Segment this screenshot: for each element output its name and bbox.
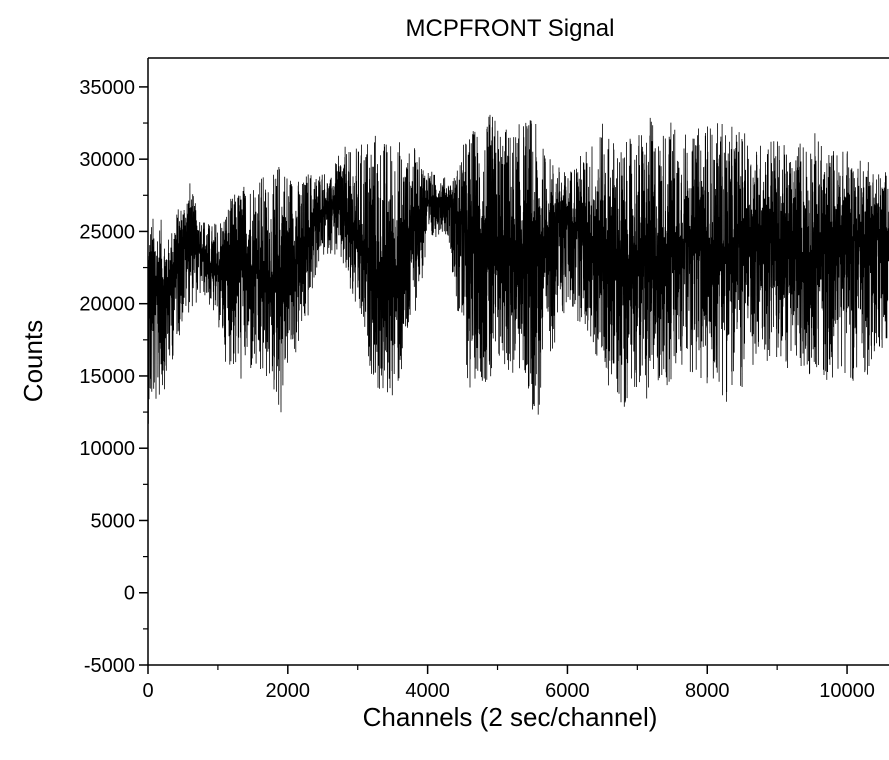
y-tick-label: 20000 xyxy=(79,294,135,316)
y-tick-label: 10000 xyxy=(79,438,135,460)
x-tick-label: 10000 xyxy=(819,680,875,702)
y-tick-label: -5000 xyxy=(84,655,135,677)
y-tick-label: 15000 xyxy=(79,366,135,388)
x-axis-title: Channels (2 sec/channel) xyxy=(363,702,658,732)
y-tick-label: 5000 xyxy=(91,510,136,532)
x-tick-label: 6000 xyxy=(545,680,590,702)
y-tick-label: 0 xyxy=(124,583,135,605)
x-tick-label: 0 xyxy=(142,680,153,702)
x-tick-label: 2000 xyxy=(266,680,311,702)
x-tick-label: 8000 xyxy=(685,680,730,702)
chart-title: MCPFRONT Signal xyxy=(406,15,615,42)
signal-trace xyxy=(147,114,889,424)
y-tick-label: 30000 xyxy=(79,149,135,171)
axes: 0 2000 4000 6000 8000 10000 -5000 0 5000 10000 150… xyxy=(79,57,889,702)
y-tick-label: 35000 xyxy=(79,77,135,99)
x-tick-label: 4000 xyxy=(405,680,450,702)
plot-area xyxy=(147,114,889,424)
y-axis-title: Counts xyxy=(18,320,48,402)
y-tick-label: 25000 xyxy=(79,221,135,243)
